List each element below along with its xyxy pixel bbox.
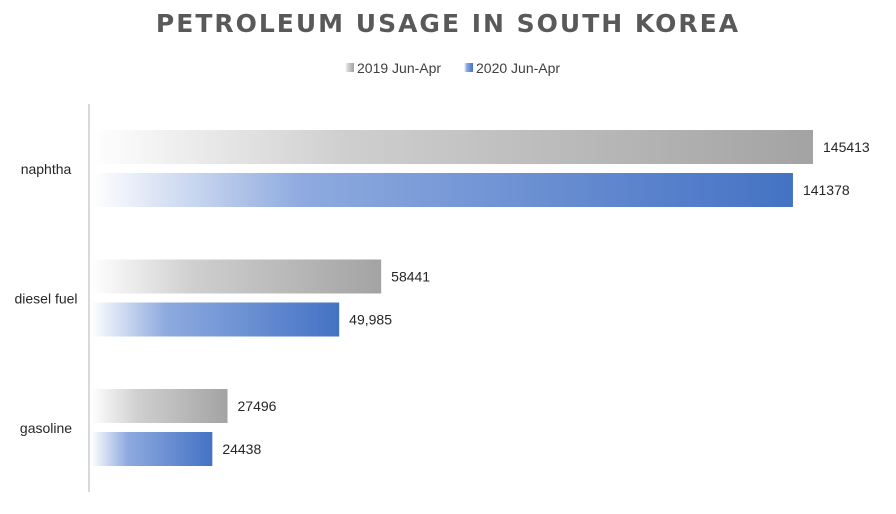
- category-label-diesel-fuel: diesel fuel: [14, 290, 77, 306]
- chart-title: PETROLEUM USAGE IN SOUTH KOREA: [156, 9, 740, 38]
- value-label-diesel-fuel-2020-jun-apr: 49,985: [349, 312, 392, 328]
- legend-swatch-2019: [345, 63, 354, 72]
- legend-swatch-2020: [464, 63, 473, 72]
- value-label-gasoline-2020-jun-apr: 24438: [222, 441, 261, 457]
- bar-gasoline-2019-jun-apr: [91, 389, 228, 423]
- bar-diesel-fuel-2019-jun-apr: [91, 259, 382, 294]
- value-label-diesel-fuel-2019-jun-apr: 58441: [391, 269, 430, 285]
- legend-label-2019: 2019 Jun-Apr: [357, 60, 441, 76]
- value-label-naphtha-2019-jun-apr: 145413: [823, 139, 870, 155]
- value-label-naphtha-2020-jun-apr: 141378: [803, 182, 850, 198]
- category-label-naphtha: naphtha: [21, 161, 72, 177]
- value-label-gasoline-2019-jun-apr: 27496: [238, 398, 277, 414]
- value-labels: 145413 141378 58441 49,985 27496 24438: [222, 139, 870, 457]
- category-label-gasoline: gasoline: [20, 420, 72, 436]
- bars: [91, 130, 813, 466]
- bar-naphtha-2020-jun-apr: [91, 173, 793, 207]
- legend: 2019 Jun-Apr 2020 Jun-Apr: [345, 60, 560, 76]
- legend-label-2020: 2020 Jun-Apr: [476, 60, 560, 76]
- bar-diesel-fuel-2020-jun-apr: [91, 302, 340, 337]
- bar-naphtha-2019-jun-apr: [91, 130, 813, 164]
- category-labels: naphtha diesel fuel gasoline: [14, 161, 77, 436]
- bar-gasoline-2020-jun-apr: [91, 432, 213, 466]
